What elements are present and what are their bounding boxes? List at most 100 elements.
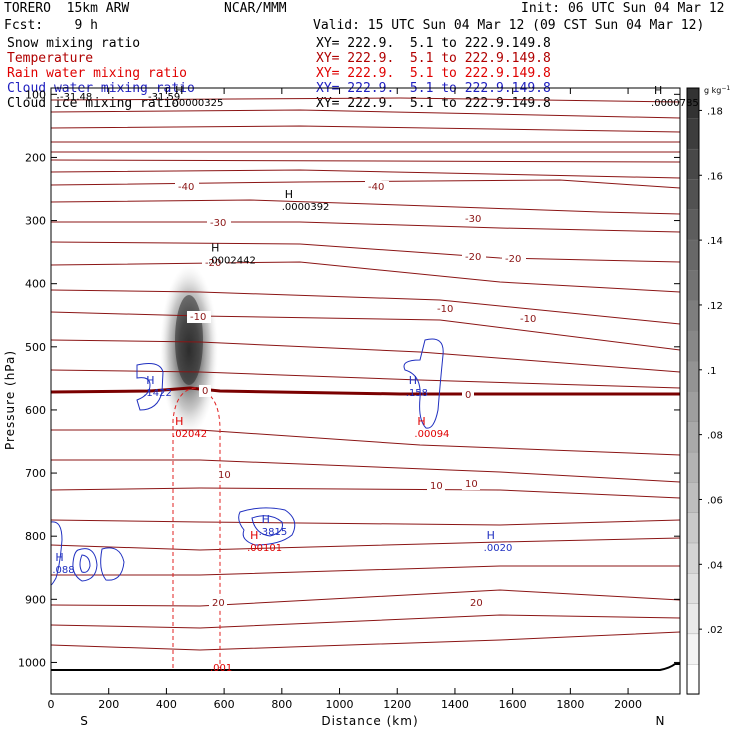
maximum-value-3: .0002442 — [208, 256, 256, 267]
maximum-value-5: .158 — [406, 388, 428, 399]
colorbar-cell-6 — [686, 481, 700, 513]
colorbar-cell-3 — [686, 572, 700, 604]
temperature-label-bg-2 — [207, 217, 231, 229]
temperature-label-12: 10 — [218, 470, 231, 481]
colorbar-cell-0 — [686, 663, 700, 695]
colorbar-frame — [686, 87, 700, 695]
cloud-water-contour-8 — [79, 554, 91, 573]
maximum-value-8: .3815 — [259, 527, 288, 538]
maximum-marker-6: H — [175, 415, 183, 428]
maximum-value-11: .088 — [52, 565, 74, 576]
maximum-marker-9: H — [250, 529, 258, 542]
rain-contour-label: .001 — [210, 663, 232, 674]
temperature-label-8: -10 — [437, 304, 453, 315]
x-tick-label-2: 400 — [156, 698, 177, 711]
org-name: NCAR/MMM — [224, 1, 287, 16]
colorbar-tick-label-4: .1 — [707, 366, 717, 377]
field-temp-name: Temperature — [7, 51, 94, 66]
colorbar-cell-15 — [686, 209, 700, 241]
temperature-contour-9 — [51, 221, 680, 233]
model-name: TORERO 15km ARW — [4, 1, 130, 16]
maximum-marker-10: H — [487, 529, 495, 542]
plot-frame — [50, 87, 681, 695]
x-tick-label-6: 1200 — [383, 698, 411, 711]
temperature-contour-18 — [51, 487, 680, 499]
x-tick-label-7: 1400 — [441, 698, 469, 711]
colorbar-cell-11 — [686, 330, 700, 362]
field-ice-xy: XY= 222.9. 5.1 to 222.9.149.8 — [316, 96, 551, 111]
cloud-water-contour-2 — [403, 338, 444, 429]
temperature-label-bg-14 — [462, 478, 480, 490]
terrain-surface — [51, 663, 680, 671]
maximum-marker-8: H — [262, 513, 270, 526]
maximum-marker-1: H — [654, 84, 662, 97]
y-axis-label: Pressure (hPa) — [3, 350, 17, 450]
temperature-label-bg-15 — [209, 597, 227, 609]
colorbar-tick-label-6: .14 — [707, 236, 723, 247]
temperature-label-bg-4 — [202, 257, 226, 269]
temperature-contour-6 — [51, 169, 680, 179]
colorbar-cell-5 — [686, 512, 700, 544]
temperature-label-bg-10 — [199, 385, 211, 397]
y-tick-label-9: 1000 — [18, 656, 46, 669]
maximum-value-7: .00094 — [414, 429, 449, 440]
x-tick-label-3: 600 — [214, 698, 235, 711]
temperature-label-bg-7 — [187, 311, 211, 323]
x-tick-label-0: 0 — [48, 698, 55, 711]
forecast-hour: Fcst: 9 h — [4, 18, 98, 33]
y-tick-label-3: 400 — [25, 278, 46, 291]
temperature-label-bg-0 — [175, 181, 199, 193]
rain-contour — [172, 387, 221, 668]
colorbar-cell-2 — [686, 602, 700, 635]
colorbar-tick-label-5: .12 — [707, 301, 723, 312]
temperature-label-bg-12 — [215, 469, 233, 481]
y-tick-label-8: 900 — [25, 593, 46, 606]
colorbar-cell-8 — [686, 421, 700, 453]
maximum-marker-7: H — [417, 415, 425, 428]
x-tick-label-5: 1000 — [326, 698, 354, 711]
colorbar-cell-12 — [686, 299, 700, 332]
y-tick-label-6: 700 — [25, 467, 46, 480]
field-snow-name: Snow mixing ratio — [7, 36, 141, 51]
temperature-contour-0 — [51, 97, 680, 103]
maximum-marker-4: H — [146, 374, 154, 387]
colorbar: .02 .04 .06 .08 .1 .12 .14 .16 .18 — [686, 87, 723, 695]
maximum-value-2: .0000392 — [282, 202, 330, 213]
y-tick-label-5: 600 — [25, 404, 46, 417]
temperature-contour-20 — [51, 537, 680, 551]
temperature-contour-2 — [51, 125, 680, 133]
temperature-label-4: -20 — [205, 258, 221, 269]
temperature-label-13: 10 — [430, 481, 443, 492]
temperature-label-bg-11 — [462, 389, 474, 401]
field-temp-xy: XY= 222.9. 5.1 to 222.9.149.8 — [316, 51, 551, 66]
y-tick-label-2: 300 — [25, 215, 46, 228]
y-tick-label-1: 200 — [25, 151, 46, 164]
maximum-marker-11: H — [55, 551, 63, 564]
temperature-label-2: -30 — [210, 218, 226, 229]
cloud-water-contour-7 — [51, 521, 63, 586]
colorbar-tick-label-7: .16 — [707, 171, 723, 182]
south-label: S — [80, 714, 88, 728]
temperature-label-6: -20 — [505, 254, 521, 265]
temperature-contour-15 — [51, 369, 680, 389]
y-tick-label-4: 500 — [25, 341, 46, 354]
colorbar-tick-label-1: .04 — [707, 560, 723, 571]
colorbar-cell-10 — [686, 360, 700, 392]
temperature-label-bg-1 — [365, 181, 389, 193]
maximum-value-9: .00101 — [247, 543, 282, 554]
colorbar-cell-18 — [686, 118, 700, 150]
x-tick-label-9: 1800 — [556, 698, 584, 711]
maximum-value-6: .02042 — [172, 429, 207, 440]
colorbar-cell-7 — [686, 451, 700, 483]
temperature-contour-5 — [51, 159, 680, 163]
colorbar-cell-1 — [686, 633, 700, 665]
field-snow-xy: XY= 222.9. 5.1 to 222.9.149.8 — [316, 36, 551, 51]
colorbar-cell-13 — [686, 269, 700, 301]
temperature-label-bg-5 — [462, 251, 486, 263]
north-label: N — [656, 714, 665, 728]
colorbar-cell-17 — [686, 148, 700, 180]
temperature-contour-13 — [51, 311, 680, 351]
temperature-label-10: 0 — [202, 386, 208, 397]
cloud-water-contour-4 — [251, 515, 283, 537]
temperature-contour-8 — [51, 199, 680, 215]
